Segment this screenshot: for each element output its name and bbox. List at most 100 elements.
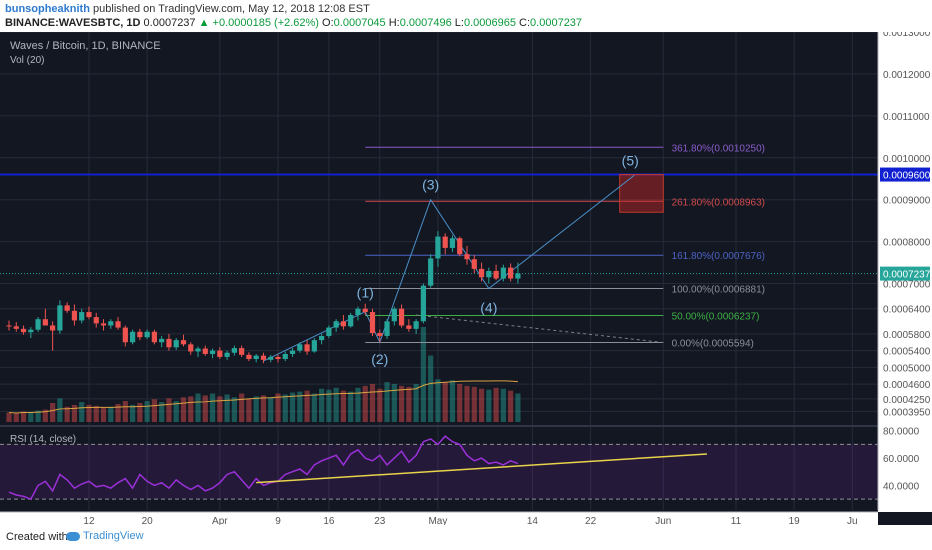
- volume-bar: [195, 393, 201, 422]
- symbol-label: BINANCE:WAVESBTC, 1D: [5, 17, 141, 29]
- candle-body: [28, 329, 34, 333]
- candle-body: [79, 312, 85, 321]
- volume-bar: [500, 388, 506, 422]
- volume-bar: [369, 384, 376, 422]
- candle-body: [253, 355, 259, 360]
- fib-level-label: 261.80%(0.0008963): [672, 197, 765, 208]
- fib-level-label: 50.00%(0.0006237): [672, 312, 760, 323]
- volume-bar: [471, 386, 477, 422]
- volume-indicator-label: Vol (20): [10, 55, 44, 66]
- volume-bar: [35, 410, 41, 422]
- volume-bar: [326, 389, 332, 422]
- cloud-icon: [66, 531, 80, 541]
- candle-body: [340, 321, 347, 327]
- candle-body: [413, 321, 419, 329]
- volume-bar: [348, 391, 354, 422]
- price-tick-label: 0.0005400: [883, 347, 931, 358]
- volume-bar: [304, 390, 310, 422]
- volume-bar: [406, 386, 412, 422]
- candle-body: [180, 340, 187, 345]
- time-axis-background: [0, 512, 878, 525]
- candle-body: [435, 236, 441, 259]
- rsi-indicator-label: RSI (14, close): [10, 434, 76, 445]
- wave-label: (1): [357, 285, 374, 301]
- candle-body: [217, 350, 223, 357]
- candle-body: [64, 305, 70, 311]
- target-zone-box: [619, 174, 664, 213]
- time-tick-label: May: [428, 516, 447, 525]
- volume-bar: [377, 388, 383, 422]
- price-tick-label: 0.0005000: [883, 363, 931, 374]
- volume-bar: [289, 392, 296, 422]
- low-value: 0.0006965: [463, 17, 516, 29]
- close-value: 0.0007237: [530, 17, 583, 29]
- last-price: 0.0007237: [143, 17, 196, 29]
- volume-bar: [71, 404, 78, 422]
- volume-bar: [93, 405, 99, 422]
- volume-bar: [188, 396, 194, 422]
- published-text: published on TradingView.com, May 12, 20…: [93, 3, 370, 15]
- author-link[interactable]: bunsopheaknith: [5, 3, 90, 15]
- fib-level-label: 161.80%(0.0007676): [672, 251, 765, 262]
- chart-title: Waves / Bitcoin, 1D, BINANCE: [10, 40, 161, 52]
- volume-bar: [362, 385, 368, 422]
- tradingview-logo[interactable]: TradingView: [66, 530, 144, 542]
- candle-body: [224, 352, 230, 357]
- footer-bar: Created with TradingView: [0, 525, 932, 550]
- volume-bar: [122, 401, 128, 422]
- candle-body: [20, 328, 27, 333]
- volume-bar: [239, 393, 245, 422]
- current-price-tag-label: 0.0007237: [883, 270, 931, 281]
- volume-bar: [508, 390, 514, 422]
- candle-body: [457, 238, 463, 255]
- volume-bar: [428, 355, 434, 422]
- time-tick-label: 11: [731, 516, 742, 525]
- price-axes: 0.0013000 0.0012000 0.0011000 0.0010000 0.00…: [877, 32, 932, 512]
- volume-bar: [478, 388, 485, 422]
- candle-body: [6, 325, 12, 327]
- candle-body: [93, 317, 99, 324]
- candle-body: [486, 270, 492, 278]
- wave-label: (4): [480, 300, 497, 316]
- candle-body: [478, 268, 485, 278]
- candle-body: [508, 267, 514, 279]
- candle-body: [398, 308, 405, 326]
- candle-body: [50, 325, 56, 331]
- high-value: 0.0007496: [399, 17, 452, 29]
- candle-body: [239, 348, 245, 355]
- candle-body: [35, 319, 41, 330]
- candle-body: [188, 344, 194, 352]
- volume-bar: [297, 391, 303, 422]
- drawing-overlays: 361.80%(0.0010250) 261.80%(0.0008963) 161.…: [0, 143, 878, 367]
- candle-body: [471, 259, 477, 269]
- candle-body: [275, 356, 281, 360]
- candle-body: [362, 308, 368, 313]
- time-tick-label: 19: [789, 516, 801, 525]
- candle-body: [319, 335, 325, 341]
- chart-area[interactable]: 361.80%(0.0010250) 261.80%(0.0008963) 161.…: [0, 32, 932, 525]
- volume-bar: [209, 393, 216, 422]
- volume-moving-average: [8, 380, 518, 414]
- open-label: O:: [322, 17, 334, 29]
- time-tick-label: 20: [142, 516, 154, 525]
- volume-bar: [202, 395, 208, 422]
- volume-bar: [442, 382, 448, 422]
- fib-level-label: 0.00%(0.0005594): [672, 338, 754, 349]
- chart-background: [0, 32, 932, 525]
- volume-bar: [137, 403, 143, 422]
- rsi-trendline: [256, 453, 707, 484]
- rsi-tick-label: 80.0000: [883, 427, 920, 438]
- candle-body: [391, 308, 397, 322]
- volume-bar: [42, 409, 48, 422]
- volume-bar: [50, 403, 56, 422]
- volume-bar: [435, 379, 441, 422]
- rsi-pane: [0, 435, 878, 501]
- candle-body: [115, 321, 121, 328]
- candle-body: [384, 321, 390, 336]
- candle-body: [297, 344, 303, 351]
- volume-bar: [333, 387, 339, 422]
- brand-label: TradingView: [83, 530, 144, 542]
- candle-body: [500, 267, 506, 279]
- volume-bar: [57, 398, 63, 422]
- price-tick-label: 0.0009000: [883, 196, 931, 207]
